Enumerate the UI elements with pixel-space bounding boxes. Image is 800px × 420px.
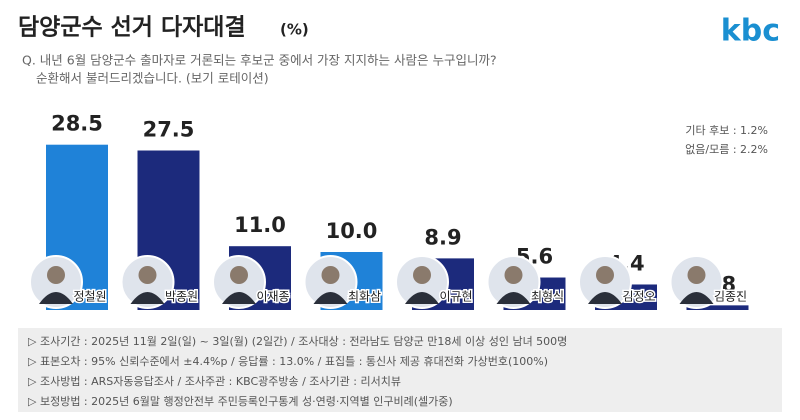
avatar-body [130, 292, 165, 304]
avatar-body [405, 292, 439, 304]
avatar-head [687, 266, 706, 284]
logo: kbc [721, 14, 780, 49]
category-label: 최화삼 [348, 290, 381, 304]
category-label: 이재종 [256, 290, 289, 304]
value-label: 11.0 [234, 213, 286, 237]
avatar-body [39, 292, 73, 304]
subtitle: 순환해서 불러드리겠습니다. (보기 로테이션) [36, 71, 269, 86]
category-label: 최형식 [531, 290, 564, 304]
avatar-body [222, 292, 256, 304]
avatar-head [230, 266, 248, 284]
value-label: 28.5 [51, 112, 103, 136]
value-label: 27.5 [143, 118, 195, 142]
avatar-body [313, 292, 348, 304]
note: ▷ 조사방법 : ARS자동응답조사 / 조사주관 : KBC광주방송 / 조사… [28, 375, 401, 388]
annotation: 기타 후보 : 1.2% [685, 124, 768, 137]
avatar-head [596, 266, 614, 284]
value-label: 10.0 [326, 219, 378, 243]
annotation: 없음/모름 : 2.2% [685, 143, 768, 156]
avatar-head [413, 266, 431, 284]
category-label: 김종진 [714, 290, 747, 304]
note: ▷ 조사기간 : 2025년 11월 2일(일) ~ 3일(월) (2일간) /… [28, 334, 567, 348]
category-label: 정철원 [73, 290, 106, 304]
avatar-body [496, 292, 531, 304]
avatar-body [679, 292, 714, 304]
note: ▷ 표본오차 : 95% 신뢰수준에서 ±4.4%p / 응답률 : 13.0%… [28, 355, 548, 368]
note: ▷ 보정방법 : 2025년 6월말 행정안전부 주민등록인구통계 성·연령·지… [28, 395, 453, 408]
bar [686, 305, 749, 310]
category-label: 김정오 [622, 290, 655, 304]
value-label: 8.9 [424, 225, 461, 249]
chart-title: 담양군수 선거 다자대결 [18, 15, 246, 41]
category-label: 박종원 [165, 290, 198, 304]
avatar-head [47, 266, 65, 284]
category-label: 이규현 [439, 290, 472, 304]
avatar-body [588, 292, 622, 304]
avatar-head [504, 266, 523, 284]
avatar-head [321, 266, 340, 284]
notes-box [18, 328, 782, 412]
subtitle: Q. 내년 6월 담양군수 출마자로 거론되는 후보군 중에서 가장 지지하는 … [22, 53, 497, 68]
title-unit: (%) [280, 21, 309, 39]
avatar-head [138, 266, 157, 284]
